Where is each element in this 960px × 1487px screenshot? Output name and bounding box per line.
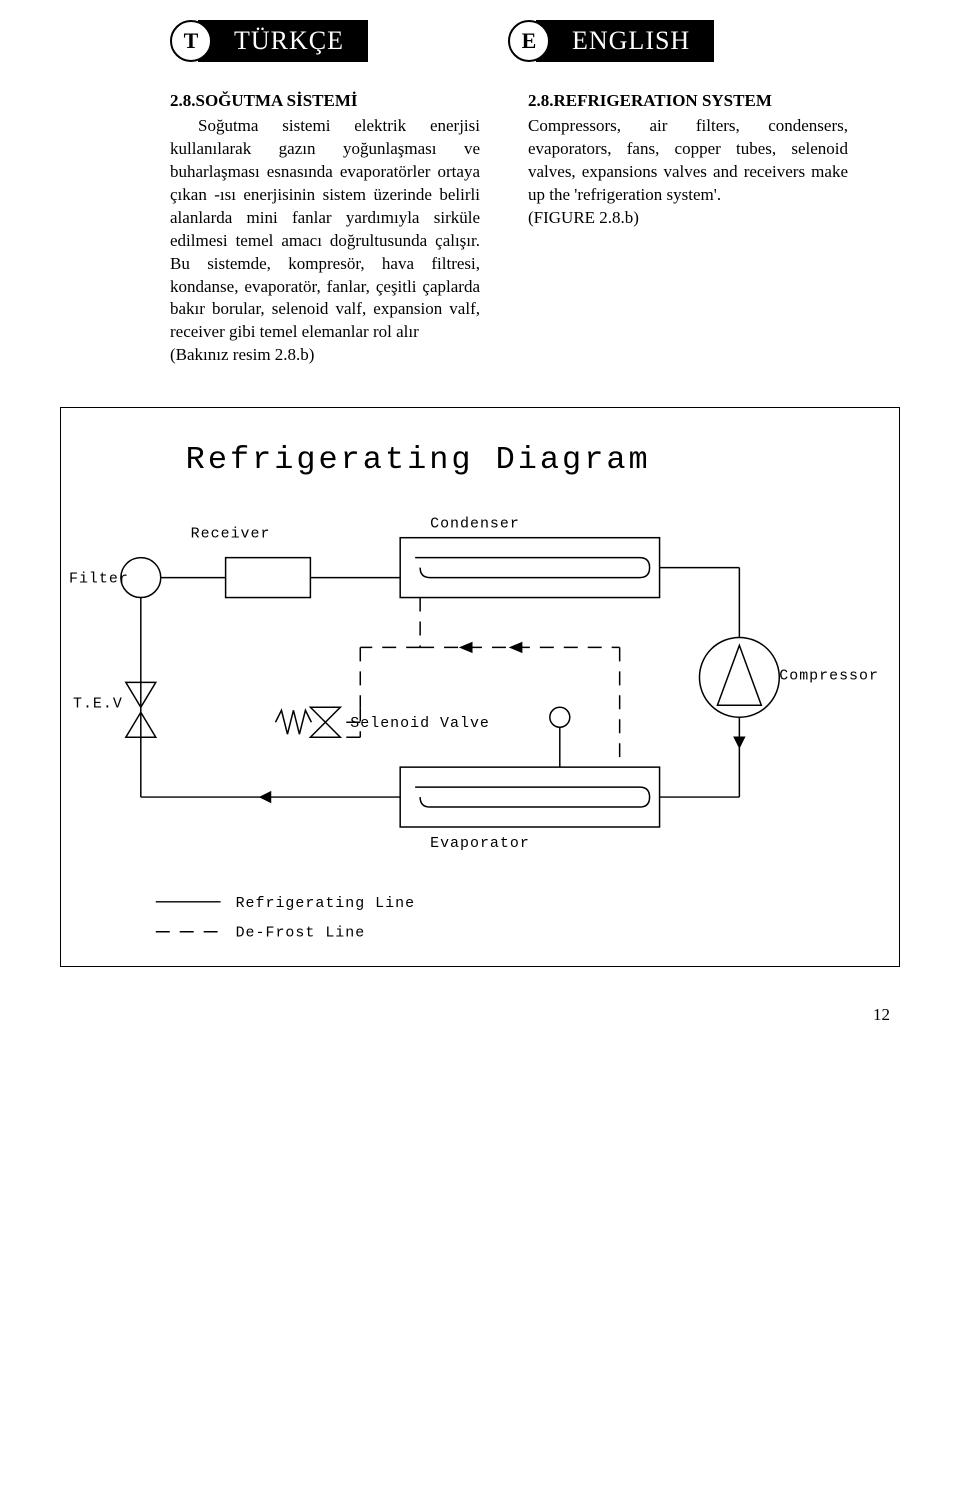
turkish-column: 2.8.SOĞUTMA SİSTEMİ Soğutma sistemi elek… (170, 90, 480, 367)
language-header: T TÜRKÇE E ENGLISH (170, 20, 900, 62)
turkish-body: Soğutma sistemi elektrik enerjisi kullan… (170, 115, 480, 344)
page-number: 12 (60, 1005, 900, 1025)
english-column: 2.8.REFRIGERATION SYSTEM Compressors, ai… (528, 90, 848, 367)
lang-english: E ENGLISH (508, 20, 714, 62)
label-condenser: Condenser (430, 517, 520, 533)
english-body: Compressors, air filters, condensers, ev… (528, 115, 848, 207)
defrost-arrows (460, 643, 522, 653)
label-refrig-line: Refrigerating Line (236, 896, 415, 912)
label-tev: T.E.V (73, 697, 123, 713)
turkish-ref: (Bakınız resim 2.8.b) (170, 344, 480, 367)
label-evaporator: Evaporator (430, 836, 530, 852)
english-ref: (FIGURE 2.8.b) (528, 207, 848, 230)
defrost-lines (156, 598, 620, 932)
text-columns: 2.8.SOĞUTMA SİSTEMİ Soğutma sistemi elek… (170, 90, 900, 367)
label-defrost-line: De-Frost Line (236, 926, 366, 942)
refrigeration-diagram: Refrigerating Diagram Receiver Condenser… (60, 407, 900, 967)
lang-circle-t: T (170, 20, 212, 62)
english-heading: 2.8.REFRIGERATION SYSTEM (528, 90, 848, 113)
lang-bar-english: ENGLISH (536, 20, 714, 62)
lang-turkish: T TÜRKÇE (170, 20, 368, 62)
label-selenoid: Selenoid Valve (350, 716, 490, 732)
diagram-title: Refrigerating Diagram (186, 441, 651, 478)
lang-bar-turkish: TÜRKÇE (198, 20, 368, 62)
diagram-svg: Refrigerating Diagram Receiver Condenser… (61, 408, 899, 967)
label-filter: Filter (69, 572, 129, 588)
lang-circle-e: E (508, 20, 550, 62)
turkish-heading: 2.8.SOĞUTMA SİSTEMİ (170, 90, 480, 113)
label-compressor: Compressor (779, 669, 879, 685)
label-receiver: Receiver (191, 527, 271, 543)
